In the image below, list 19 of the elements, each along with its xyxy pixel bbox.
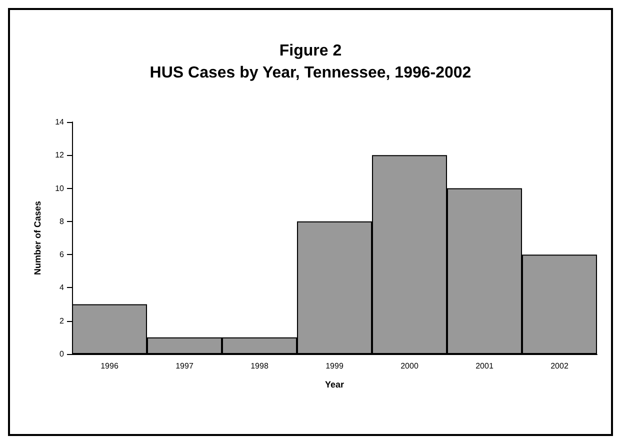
y-tick-label: 14 xyxy=(55,118,65,126)
y-tick-label: 10 xyxy=(55,184,65,193)
y-tick-label: 8 xyxy=(60,216,65,226)
x-tick-label: 1999 xyxy=(326,362,344,370)
x-tick-label: 2001 xyxy=(476,362,494,370)
y-tick-label: 4 xyxy=(60,283,65,292)
x-tick-label: 1997 xyxy=(176,362,194,370)
y-tick-label: 2 xyxy=(60,316,65,326)
x-tick-label: 1998 xyxy=(250,362,269,370)
y-tick-label: 6 xyxy=(60,250,65,260)
y-tick-label: 0 xyxy=(60,350,65,358)
x-axis-title: Year xyxy=(324,380,344,390)
x-tick-label: 2002 xyxy=(550,362,569,370)
chart-title: Figure 2 xyxy=(279,42,342,60)
chart-subtitle: HUS Cases by Year, Tennessee, 1996-2002 xyxy=(150,64,472,82)
y-tick-label: 12 xyxy=(55,150,65,160)
x-tick-label: 2000 xyxy=(400,362,419,370)
x-tick-label: 1996 xyxy=(100,362,119,370)
y-axis-title: Number of Cases xyxy=(32,200,42,276)
